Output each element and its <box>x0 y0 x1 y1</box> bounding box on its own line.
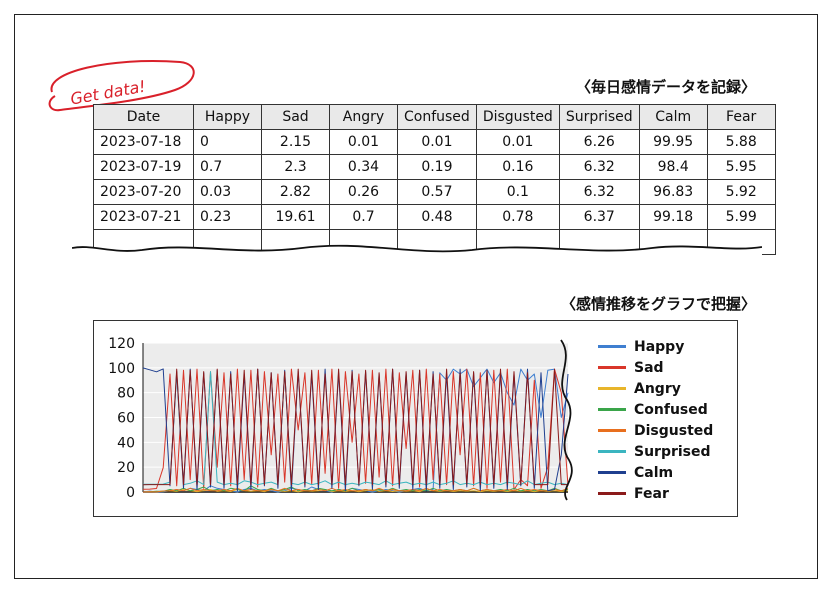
table-cell: 0.78 <box>475 204 560 230</box>
table-cell: 2023-07-19 <box>93 154 194 180</box>
table-cell: 0.57 <box>397 179 477 205</box>
table-cell: 0 <box>193 129 262 155</box>
legend-label: Angry <box>634 380 681 397</box>
y-tick-label: 80 <box>117 386 135 402</box>
table-cell: 0.48 <box>397 204 477 230</box>
series-line-disgusted <box>142 487 569 493</box>
table-cell: 5.99 <box>706 204 776 230</box>
data-table: Date Happy Sad Angry Confused Disgusted Surpri… <box>93 104 776 255</box>
legend-item-calm: Calm <box>598 462 713 483</box>
table-cell: 6.26 <box>558 129 640 155</box>
y-tick-label: 20 <box>117 460 135 476</box>
legend-label: Calm <box>634 464 674 481</box>
series-line-confused <box>142 485 569 493</box>
table-cell: 99.95 <box>638 129 708 155</box>
table-cell: 0.16 <box>475 154 560 180</box>
table-cell: 19.61 <box>261 204 330 230</box>
torn-edge-chart <box>560 339 573 501</box>
column-header-date: Date <box>93 104 194 130</box>
table-cell: 0.03 <box>193 179 262 205</box>
column-header-fear: Fear <box>706 104 776 130</box>
table-cell: 6.32 <box>558 179 640 205</box>
series-line-happy <box>142 368 569 493</box>
column-header-surprised: Surprised <box>558 104 640 130</box>
table-cell: 0.7 <box>329 204 398 230</box>
table-cell: 2.82 <box>261 179 330 205</box>
table-cell: 2.15 <box>261 129 330 155</box>
legend-swatch <box>598 387 626 390</box>
legend-swatch <box>598 450 626 453</box>
y-tick-label: 0 <box>126 485 135 501</box>
legend-label: Disgusted <box>634 422 714 439</box>
legend-item-disgusted: Disgusted <box>598 420 713 441</box>
table-cell: 99.18 <box>638 204 708 230</box>
y-tick-label: 100 <box>108 361 135 377</box>
legend-swatch <box>598 366 626 369</box>
legend-item-confused: Confused <box>598 399 713 420</box>
table-cell: 96.83 <box>638 179 708 205</box>
table-cell: 0.01 <box>397 129 477 155</box>
table-cell: 98.4 <box>638 154 708 180</box>
table-cell: 0.01 <box>475 129 560 155</box>
table-row: 2023-07-21 0.23 19.61 0.7 0.48 0.78 6.37 99.18 5… <box>93 204 776 230</box>
table-cell: 2023-07-20 <box>93 179 194 205</box>
legend-item-happy: Happy <box>598 336 713 357</box>
legend-swatch <box>598 471 626 474</box>
table-cell: 2.3 <box>261 154 330 180</box>
table-cell: 6.37 <box>558 204 640 230</box>
y-tick-label: 40 <box>117 435 135 451</box>
chart-legend: Happy Sad Angry Confused Disgusted Surprised C… <box>598 336 713 504</box>
legend-item-surprised: Surprised <box>598 441 713 462</box>
emotion-line-chart: 0 20 40 60 80 100 120 <box>108 336 573 501</box>
table-cell: 5.88 <box>706 129 776 155</box>
table-cell: 0.7 <box>193 154 262 180</box>
table-cell: 0.1 <box>475 179 560 205</box>
column-header-calm: Calm <box>638 104 708 130</box>
get-data-stamp: Get data! <box>48 60 195 112</box>
table-cell: 5.92 <box>706 179 776 205</box>
legend-swatch <box>598 492 626 495</box>
legend-swatch <box>598 429 626 432</box>
table-cell: 0.19 <box>397 154 477 180</box>
series-line-fear <box>142 368 568 486</box>
table-cell: 2023-07-18 <box>93 129 194 155</box>
column-header-angry: Angry <box>329 104 398 130</box>
table-cell: 0.23 <box>193 204 262 230</box>
table-row: 2023-07-18 0 2.15 0.01 0.01 0.01 6.26 99.95 5.88 <box>93 129 776 155</box>
chart-caption: 〈感情推移をグラフで把握〉 <box>560 295 756 313</box>
legend-label: Sad <box>634 359 664 376</box>
y-tick-label: 120 <box>108 336 135 352</box>
legend-swatch <box>598 408 626 411</box>
table-caption: 〈毎日感情データを記録〉 <box>575 78 756 96</box>
table-row: 2023-07-19 0.7 2.3 0.34 0.19 0.16 6.32 98.4 5.95 <box>93 154 776 180</box>
torn-edge <box>72 244 762 272</box>
column-header-confused: Confused <box>397 104 477 130</box>
legend-swatch <box>598 345 626 348</box>
table-header-row: Date Happy Sad Angry Confused Disgusted Surpri… <box>93 104 776 130</box>
legend-label: Happy <box>634 338 685 355</box>
y-tick-label: 60 <box>117 411 135 427</box>
table-cell: 6.32 <box>558 154 640 180</box>
table-cell: 5.95 <box>706 154 776 180</box>
legend-label: Surprised <box>634 443 711 460</box>
table-row: 2023-07-20 0.03 2.82 0.26 0.57 0.1 6.32 96.83 5.… <box>93 179 776 205</box>
legend-item-sad: Sad <box>598 357 713 378</box>
legend-label: Fear <box>634 485 669 502</box>
column-header-sad: Sad <box>261 104 330 130</box>
legend-item-angry: Angry <box>598 378 713 399</box>
legend-label: Confused <box>634 401 708 418</box>
legend-item-fear: Fear <box>598 483 713 504</box>
column-header-disgusted: Disgusted <box>475 104 560 130</box>
table-cell: 2023-07-21 <box>93 204 194 230</box>
column-header-happy: Happy <box>193 104 262 130</box>
table-cell: 0.34 <box>329 154 398 180</box>
table-cell: 0.26 <box>329 179 398 205</box>
table-cell: 0.01 <box>329 129 398 155</box>
